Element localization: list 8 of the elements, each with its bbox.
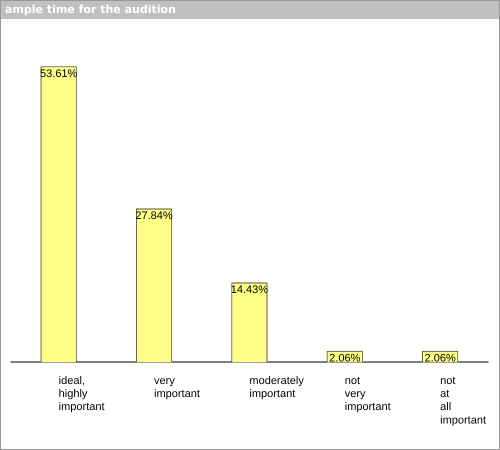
chart-title: ample time for the audition <box>1 1 499 19</box>
x-tick-label: not at all important <box>440 374 486 426</box>
x-tick-label: not very important <box>344 374 391 414</box>
data-label: 2.06% <box>329 352 361 364</box>
x-tick-label: very important <box>154 374 200 400</box>
x-tick-label: moderately important <box>249 374 304 400</box>
data-label: 2.06% <box>424 352 456 364</box>
x-tick-label: ideal, highly important <box>58 374 105 414</box>
